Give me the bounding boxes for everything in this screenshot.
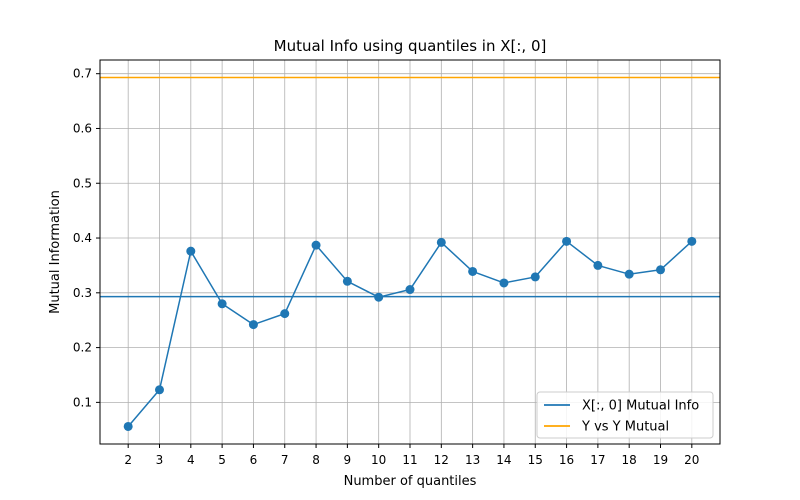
data-point	[186, 246, 196, 256]
x-tick-label: 20	[684, 453, 699, 467]
data-point	[248, 320, 258, 330]
x-tick-label: 14	[496, 453, 511, 467]
x-tick-label: 5	[218, 453, 226, 467]
data-point	[280, 309, 290, 319]
x-tick-label: 10	[371, 453, 386, 467]
y-tick-label: 0.1	[73, 395, 92, 409]
series-layer	[123, 236, 697, 431]
grid	[100, 60, 720, 444]
data-point	[499, 278, 509, 288]
y-tick-label: 0.7	[73, 67, 92, 81]
y-tick-label: 0.5	[73, 176, 92, 190]
y-tick-label: 0.2	[73, 341, 92, 355]
data-point	[530, 272, 540, 282]
x-tick-label: 19	[653, 453, 668, 467]
data-point	[123, 421, 133, 431]
data-point	[468, 266, 478, 276]
x-tick-label: 18	[622, 453, 637, 467]
data-point	[342, 276, 352, 286]
chart-title: Mutual Info using quantiles in X[:, 0]	[274, 37, 547, 55]
data-point	[436, 237, 446, 247]
x-axis-ticks: 2 3 4 5 6 7 8 9 10 11 12 13 14 15 16 17 18 19 20	[124, 444, 699, 467]
y-tick-label: 0.4	[73, 231, 92, 245]
x-tick-label: 8	[312, 453, 320, 467]
x-tick-label: 4	[187, 453, 195, 467]
x-tick-label: 13	[465, 453, 480, 467]
legend-label: X[:, 0] Mutual Info	[582, 399, 699, 414]
x-tick-label: 6	[250, 453, 258, 467]
legend: X[:, 0] Mutual Info Y vs Y Mutual	[536, 391, 714, 439]
x-tick-label: 16	[559, 453, 574, 467]
legend-label: Y vs Y Mutual	[581, 420, 669, 435]
data-point	[311, 240, 321, 250]
data-point	[562, 236, 572, 246]
data-point	[405, 285, 415, 295]
data-point	[374, 292, 384, 302]
data-point	[217, 299, 227, 309]
data-point	[154, 385, 164, 395]
x-tick-label: 15	[528, 453, 543, 467]
x-tick-label: 9	[344, 453, 352, 467]
x-tick-label: 17	[590, 453, 605, 467]
x-tick-label: 7	[281, 453, 289, 467]
data-point	[687, 236, 697, 246]
y-axis-label: Mutual Information	[48, 190, 63, 314]
x-tick-label: 3	[156, 453, 164, 467]
x-axis-label: Number of quantiles	[344, 474, 477, 489]
data-point	[656, 265, 666, 275]
legend-box	[536, 391, 714, 439]
data-point	[593, 260, 603, 270]
y-tick-label: 0.6	[73, 121, 92, 135]
y-tick-label: 0.3	[73, 286, 92, 300]
reference-lines	[100, 76, 720, 298]
x-tick-label: 2	[124, 453, 132, 467]
x-tick-label: 11	[402, 453, 417, 467]
y-axis-ticks: 0.1 0.2 0.3 0.4 0.5 0.6 0.7	[73, 67, 100, 409]
x-tick-label: 12	[434, 453, 449, 467]
data-point	[624, 269, 634, 279]
